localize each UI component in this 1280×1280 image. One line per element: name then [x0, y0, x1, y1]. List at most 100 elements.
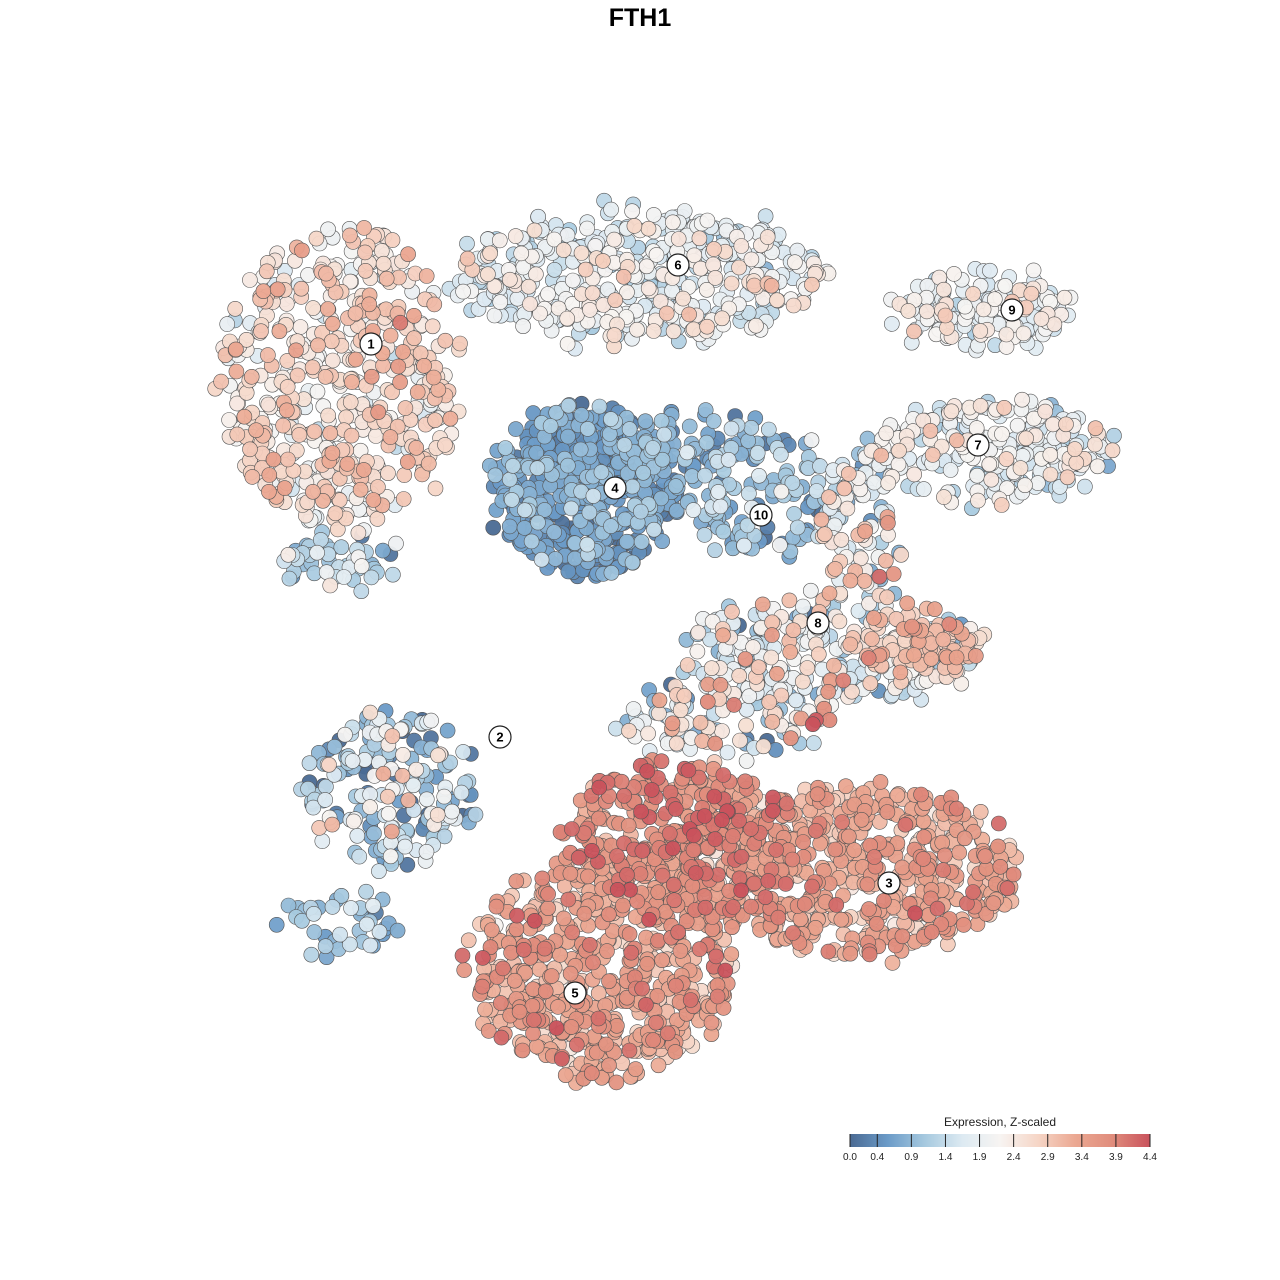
data-point [343, 427, 360, 444]
data-point [320, 407, 337, 424]
data-point [757, 208, 774, 224]
data-point [820, 943, 837, 960]
data-point [555, 910, 572, 927]
data-point [480, 266, 496, 283]
data-point [1005, 866, 1022, 883]
data-point [362, 704, 379, 721]
data-point [536, 502, 553, 518]
data-point [289, 367, 306, 384]
data-point [748, 317, 764, 334]
data-point [785, 622, 802, 639]
data-point [1058, 416, 1074, 433]
data-point [724, 919, 740, 936]
data-point [515, 318, 531, 335]
data-point [543, 968, 560, 984]
cluster-label-text: 1 [367, 337, 374, 352]
data-point [760, 421, 777, 438]
data-point [585, 954, 601, 971]
data-point [807, 822, 824, 839]
data-point [840, 828, 857, 845]
data-point [370, 404, 387, 421]
data-point [922, 422, 939, 439]
data-point [437, 437, 453, 453]
data-point [324, 445, 341, 461]
data-point [399, 856, 416, 873]
data-point [323, 333, 340, 350]
data-point [661, 825, 678, 842]
data-point [455, 744, 472, 760]
data-point [609, 1018, 625, 1034]
data-point [699, 693, 716, 710]
data-point [320, 301, 336, 317]
data-point [442, 410, 459, 427]
data-point [738, 753, 755, 769]
data-point [763, 277, 780, 294]
data-point [579, 536, 596, 553]
data-point [579, 421, 596, 437]
data-point [935, 631, 952, 648]
data-point [572, 441, 589, 458]
data-point [873, 447, 889, 464]
data-point [712, 676, 729, 693]
data-point [550, 999, 566, 1015]
data-point [681, 306, 697, 323]
data-point [229, 426, 246, 443]
data-point [765, 802, 781, 819]
data-point [429, 807, 446, 823]
data-point [707, 270, 724, 286]
data-point [485, 519, 502, 536]
data-point [365, 898, 381, 914]
colorbar-title: Expression, Z-scaled [944, 1115, 1056, 1129]
data-point [621, 421, 638, 437]
data-point [972, 397, 989, 414]
data-point [514, 1042, 531, 1059]
data-point [397, 838, 413, 855]
data-point [834, 814, 850, 830]
data-point [820, 683, 837, 700]
data-point [859, 876, 876, 893]
data-point [641, 911, 657, 928]
data-point [883, 316, 900, 332]
data-point [708, 948, 724, 965]
data-point [566, 550, 583, 567]
data-point [559, 336, 576, 352]
data-point [697, 402, 714, 418]
data-point [698, 434, 715, 451]
data-point [601, 973, 617, 990]
data-point [525, 1012, 542, 1028]
data-point [668, 977, 684, 994]
data-point [349, 827, 366, 844]
data-point [842, 945, 859, 962]
data-point [737, 651, 754, 667]
data-point [352, 481, 369, 498]
data-point [228, 363, 245, 380]
data-point [385, 566, 401, 583]
data-point [1087, 436, 1103, 453]
data-point [876, 892, 892, 909]
data-point [714, 812, 730, 828]
data-point [608, 1074, 625, 1091]
data-point [454, 947, 471, 964]
data-point [507, 421, 524, 437]
data-point [840, 465, 857, 482]
data-point [924, 447, 941, 463]
data-point [260, 396, 277, 413]
data-point [269, 281, 286, 298]
data-point [336, 569, 352, 585]
data-point [474, 978, 491, 995]
data-point [733, 848, 750, 865]
data-point [668, 502, 685, 519]
data-point [773, 483, 790, 500]
data-point [276, 480, 293, 496]
data-point [691, 230, 708, 247]
data-point [872, 774, 889, 790]
data-point [351, 848, 368, 865]
data-point [623, 944, 640, 961]
data-point [1087, 420, 1104, 437]
cluster-label-9: 9 [1000, 298, 1024, 322]
data-point [311, 820, 328, 836]
data-point [625, 701, 642, 717]
data-point [392, 374, 408, 390]
data-point [427, 480, 444, 497]
data-point [809, 786, 826, 803]
